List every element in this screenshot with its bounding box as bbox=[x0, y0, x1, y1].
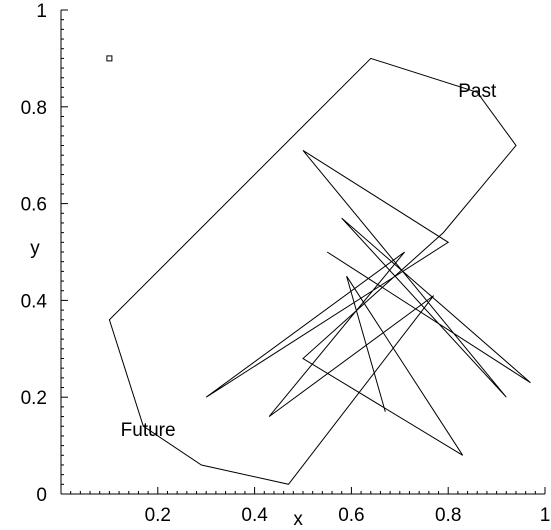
y-tick-label: 0 bbox=[36, 485, 47, 506]
x-tick-label: 1 bbox=[540, 505, 551, 525]
axes bbox=[60, 9, 546, 495]
y-axis-label: y bbox=[30, 238, 40, 259]
y-tick-label: 0.6 bbox=[21, 195, 47, 216]
x-tick-label: 0.8 bbox=[435, 505, 461, 525]
annotation-label: Past bbox=[458, 81, 497, 102]
labels: 0.2 0.4 0.6 0.8 1 0 0.2 0.4 0.6 0.8 1 x y Past Future bbox=[21, 1, 551, 530]
x-tick-label: 0.6 bbox=[338, 505, 364, 525]
start-point-marker bbox=[106, 55, 113, 62]
y-tick-label: 1 bbox=[36, 1, 47, 22]
series-line bbox=[108, 57, 531, 485]
y-tick-label: 0.4 bbox=[21, 291, 48, 312]
x-tick-label: 0.2 bbox=[145, 505, 171, 525]
annotation-label: Future bbox=[121, 420, 176, 441]
y-tick-label: 0.2 bbox=[21, 388, 47, 409]
x-axis-label: x bbox=[293, 509, 303, 525]
x-tick-label: 0.4 bbox=[241, 505, 268, 525]
plot-area bbox=[106, 55, 531, 485]
y-tick-label: 0.8 bbox=[21, 98, 47, 119]
